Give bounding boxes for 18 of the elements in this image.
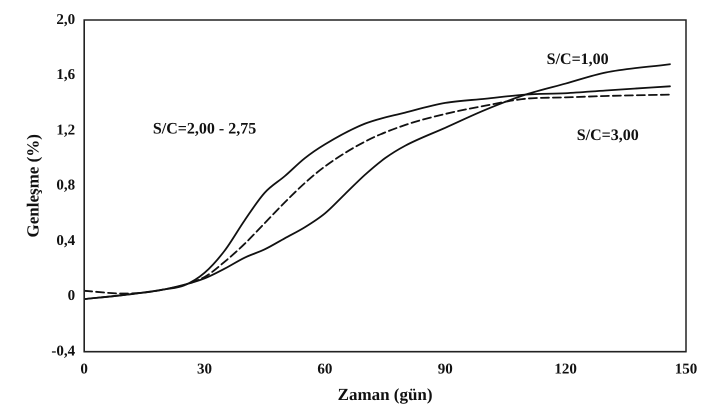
y-tick-label: 1,6 <box>56 67 76 84</box>
y-tick-label: -0,4 <box>51 343 76 360</box>
y-tick-label: 1,2 <box>56 122 76 138</box>
y-tick-label: 0 <box>68 288 76 304</box>
y-tick-label: 0,8 <box>56 178 76 194</box>
x-tick-label: 90 <box>438 361 453 378</box>
annotation: S/C=2,00 - 2,75 <box>152 120 256 138</box>
y-tick-label: 0,4 <box>56 232 76 249</box>
y-axis-title: Genleşme (%) <box>24 134 43 238</box>
x-tick-label: 30 <box>197 361 212 378</box>
x-axis-title: Zaman (gün) <box>338 385 433 404</box>
x-tick-label: 150 <box>674 361 698 378</box>
y-tick-label: 2,0 <box>56 12 76 28</box>
x-tick-label: 120 <box>554 361 577 378</box>
x-tick-label: 60 <box>317 361 332 378</box>
x-tick-label: 0 <box>80 361 88 378</box>
annotation: S/C=3,00 <box>576 127 639 144</box>
annotation: S/C=1,00 <box>546 50 609 68</box>
